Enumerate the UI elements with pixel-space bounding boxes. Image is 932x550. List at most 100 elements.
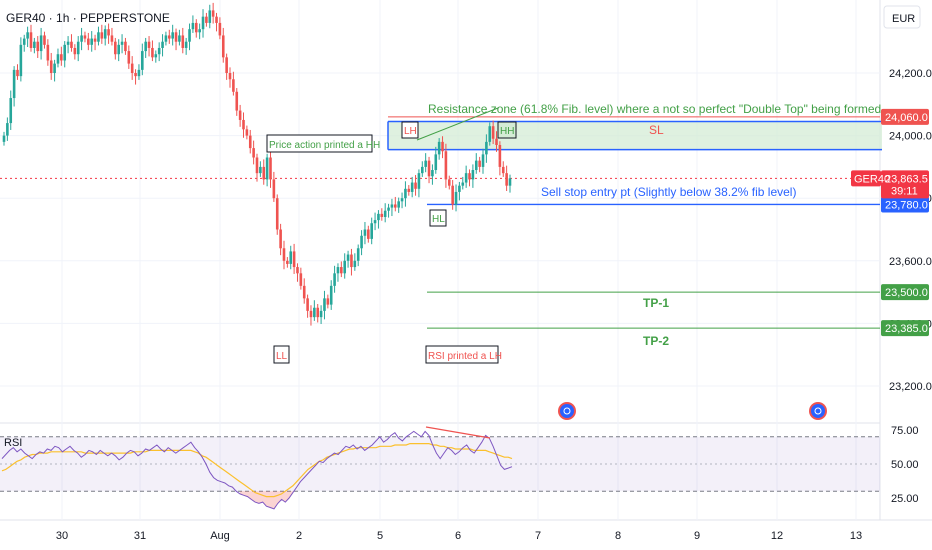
economic-event-icon[interactable] xyxy=(558,402,576,420)
price-tag xyxy=(881,196,929,213)
candle-body xyxy=(161,41,164,48)
candle-body xyxy=(235,91,239,111)
candle-body xyxy=(232,79,235,92)
time-tick-label: 9 xyxy=(694,530,700,542)
rsi-lh-annotation: RSI printed a LH xyxy=(428,351,502,362)
economic-event-icon[interactable] xyxy=(809,402,827,420)
candle-body xyxy=(184,41,188,48)
time-tick-label: 30 xyxy=(56,530,68,542)
candle-body xyxy=(400,198,404,202)
candle-body xyxy=(390,204,394,208)
rsi-label: RSI xyxy=(4,437,22,449)
rsi-axis[interactable]: 25.00 50.00 75.00 xyxy=(891,425,919,505)
candle-body xyxy=(103,29,107,39)
time-tick-label: 7 xyxy=(535,530,541,542)
candle-body xyxy=(316,307,320,318)
candle-body xyxy=(157,47,161,55)
candle-body xyxy=(380,213,384,217)
candle-body xyxy=(117,44,120,55)
candle-body xyxy=(215,16,218,23)
rsi-tick-label: 75.00 xyxy=(891,425,919,437)
candle-body xyxy=(194,22,198,33)
candle-body xyxy=(87,38,90,45)
rsi-divergence-line[interactable] xyxy=(425,426,491,439)
candles xyxy=(2,2,512,326)
candle-body xyxy=(124,41,127,52)
candle-body xyxy=(329,285,333,305)
candle-body xyxy=(373,220,377,224)
candle-body xyxy=(451,185,454,205)
price-tag-label: 23,863.5 xyxy=(885,173,928,185)
candle-body xyxy=(383,210,387,217)
candle-body xyxy=(431,170,434,177)
candle-body xyxy=(63,44,67,61)
candle-body xyxy=(12,69,16,99)
rsi-tick-label: 50.00 xyxy=(891,459,919,471)
candle-body xyxy=(110,35,114,42)
candle-body xyxy=(404,188,407,199)
price-tick-label: 23,200.0 xyxy=(889,381,932,393)
hh-marker: HH xyxy=(500,126,514,137)
candle-body xyxy=(2,135,6,142)
rsi-oversold-fill xyxy=(240,491,293,509)
candle-body xyxy=(272,179,276,199)
symbol-tag-label: GER40 xyxy=(854,173,890,185)
candle-body xyxy=(238,110,242,120)
candle-body xyxy=(80,35,83,42)
candle-body xyxy=(464,173,468,183)
candle-body xyxy=(394,204,397,208)
candle-body xyxy=(66,41,70,45)
candle-body xyxy=(134,73,137,77)
plot-area[interactable] xyxy=(0,0,880,520)
candle-body xyxy=(302,285,306,299)
candle-body xyxy=(39,35,43,52)
candle-body xyxy=(485,141,488,155)
candle-body xyxy=(437,141,441,155)
candle-body xyxy=(211,10,215,17)
candle-body xyxy=(495,138,498,145)
candle-body xyxy=(474,160,478,171)
candle-body xyxy=(319,310,323,318)
resistance-zone[interactable] xyxy=(388,121,882,150)
time-axis[interactable]: 30 31 Aug 2 5 6 7 8 9 12 13 xyxy=(56,530,862,542)
candle-body xyxy=(76,41,80,55)
candle-body xyxy=(262,166,266,180)
candle-body xyxy=(60,54,63,61)
candle-body xyxy=(505,173,508,186)
candle-body xyxy=(289,251,293,264)
candle-body xyxy=(242,119,245,130)
candle-body xyxy=(478,160,481,167)
candle-body xyxy=(221,35,225,58)
candle-body xyxy=(377,213,380,221)
symbol-title: GER40 · 1h · PEPPERSTONE xyxy=(6,11,170,25)
candle-body xyxy=(444,151,448,180)
candle-body xyxy=(414,182,417,189)
candle-body xyxy=(181,35,185,48)
candle-body xyxy=(255,157,259,174)
candle-body xyxy=(49,60,53,73)
candle-body xyxy=(501,166,505,174)
candle-body xyxy=(458,185,461,192)
candle-body xyxy=(360,235,363,249)
candle-body xyxy=(441,141,444,152)
price-tags: 24,060.0 23,780.0 23,500.0 23,385.0 23,863.5… xyxy=(851,108,929,337)
time-tick-label: 31 xyxy=(134,530,146,542)
candle-body xyxy=(275,198,279,230)
candle-body xyxy=(498,144,502,167)
price-tag xyxy=(881,108,929,125)
candle-body xyxy=(137,69,141,77)
price-tag-label: 23,500.0 xyxy=(885,287,928,299)
candle-body xyxy=(228,73,232,80)
candle-body xyxy=(471,170,475,180)
trend-line[interactable] xyxy=(416,107,499,141)
candle-body xyxy=(387,207,390,211)
currency-button[interactable] xyxy=(883,5,921,29)
candle-body xyxy=(417,173,421,189)
time-tick-label: 6 xyxy=(455,530,461,542)
candle-body xyxy=(286,260,289,264)
candle-body xyxy=(178,35,181,42)
time-tick-label: 13 xyxy=(850,530,862,542)
candle-body xyxy=(93,38,97,42)
candle-body xyxy=(454,191,458,205)
